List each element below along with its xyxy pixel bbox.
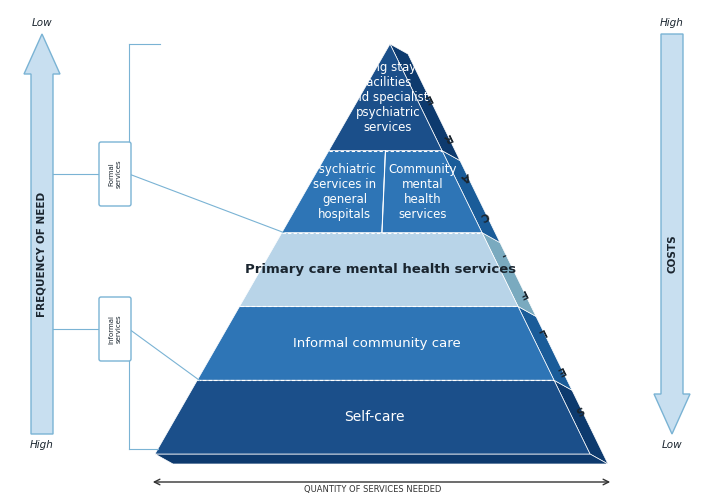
Polygon shape [554,380,608,464]
Text: C: C [478,209,490,221]
Polygon shape [155,380,590,454]
FancyBboxPatch shape [99,297,131,361]
Polygon shape [282,151,385,233]
Text: Low: Low [661,440,682,450]
Polygon shape [390,44,460,161]
Text: Community
mental
health
services: Community mental health services [389,163,457,221]
Polygon shape [329,44,442,151]
Text: S: S [573,404,585,416]
Polygon shape [240,233,518,306]
Text: F: F [516,287,528,299]
Text: E: E [422,92,433,104]
Polygon shape [24,34,60,434]
Text: Psychiatric
services in
general
hospitals: Psychiatric services in general hospital… [313,163,377,221]
Text: R: R [440,131,452,144]
Text: A: A [459,170,471,182]
FancyBboxPatch shape [99,142,131,206]
Text: Informal
services: Informal services [108,314,122,344]
Polygon shape [482,233,536,317]
Polygon shape [197,306,554,380]
Text: Long stay
facilities
and specialist
psychiatric
services: Long stay facilities and specialist psyc… [347,61,429,134]
Text: COSTS: COSTS [667,235,677,273]
Polygon shape [155,454,608,464]
Text: High: High [660,18,684,28]
Text: Low: Low [32,18,52,28]
Polygon shape [518,306,572,390]
Text: E: E [555,365,565,377]
Text: QUANTITY OF SERVICES NEEDED: QUANTITY OF SERVICES NEEDED [304,485,441,494]
Text: Primary care mental health services: Primary care mental health services [245,263,516,276]
Text: FREQUENCY OF NEED: FREQUENCY OF NEED [37,192,47,317]
Polygon shape [382,151,482,233]
Text: Formal
services: Formal services [108,160,122,188]
Text: High: High [30,440,54,450]
Text: -: - [498,248,507,260]
Polygon shape [654,34,690,434]
Polygon shape [442,151,500,242]
Text: Informal community care: Informal community care [293,337,461,350]
Text: L: L [535,326,546,338]
Text: Self-care: Self-care [344,410,404,424]
